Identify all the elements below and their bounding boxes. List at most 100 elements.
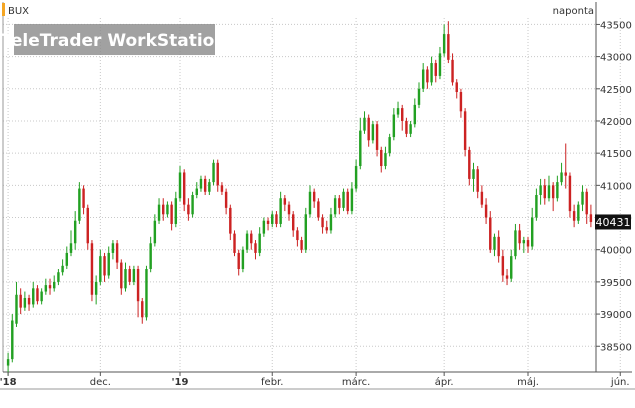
candle-body-59 <box>254 243 257 253</box>
candle-body-61 <box>262 220 266 234</box>
candle-body-130 <box>551 185 555 199</box>
candle-body-65 <box>279 198 282 224</box>
candle-83 <box>354 159 358 192</box>
candle-body-6 <box>32 288 35 305</box>
candle-body-8 <box>40 291 43 302</box>
x-axis: '18 dec. '19 febr. márc. ápr. máj. jún. <box>0 372 630 388</box>
candle-body-111 <box>472 169 475 179</box>
candle-body-29 <box>128 269 131 282</box>
candle-body-137 <box>581 191 584 205</box>
candle-22 <box>99 249 102 286</box>
candle-133 <box>564 143 567 189</box>
candle-body-5 <box>27 297 31 305</box>
candle-body-117 <box>497 236 500 257</box>
candle-46 <box>199 175 203 192</box>
candle-20 <box>90 240 94 302</box>
candle-41 <box>178 166 182 202</box>
candle-118 <box>501 249 505 282</box>
candle-47 <box>203 175 207 195</box>
candle-body-78 <box>333 198 337 215</box>
candle-7 <box>36 285 39 305</box>
candle-body-131 <box>556 182 559 199</box>
candle-body-104 <box>442 34 446 54</box>
candle-body-13 <box>61 265 64 273</box>
candle-body-20 <box>90 243 94 295</box>
candle-27 <box>120 259 123 295</box>
candle-body-64 <box>275 214 278 224</box>
candle-80 <box>342 188 345 212</box>
candle-body-118 <box>501 256 505 276</box>
y-tick-label-2: 39500 <box>600 278 632 289</box>
candle-body-26 <box>115 243 119 263</box>
candle-89 <box>380 146 383 173</box>
candle-body-128 <box>543 185 546 199</box>
candle-body-121 <box>514 230 517 257</box>
y-tick-label-0: 38500 <box>600 342 632 353</box>
x-tick-label-4: márc. <box>342 376 370 388</box>
candle-body-122 <box>518 230 521 244</box>
y-tick-label-1: 39000 <box>600 310 632 321</box>
candle-40 <box>174 191 178 228</box>
candle-body-138 <box>585 191 588 215</box>
candle-98 <box>417 82 421 109</box>
candle-body-2 <box>15 294 18 324</box>
candle-body-0 <box>6 359 10 366</box>
candle-66 <box>283 195 287 212</box>
candle-18 <box>82 185 85 215</box>
candle-body-48 <box>208 182 211 192</box>
candle-body-70 <box>300 240 303 250</box>
candle-19 <box>86 204 89 250</box>
candle-137 <box>581 185 584 212</box>
candle-17 <box>78 182 81 224</box>
candle-body-71 <box>304 214 308 250</box>
candle-body-21 <box>94 281 98 295</box>
candle-60 <box>258 227 261 257</box>
candle-body-124 <box>526 240 530 247</box>
candle-56 <box>241 246 245 273</box>
candle-78 <box>333 195 337 218</box>
candle-body-43 <box>187 204 190 215</box>
candle-body-102 <box>434 63 437 76</box>
candle-51 <box>220 182 224 195</box>
candle-76 <box>325 220 328 234</box>
candle-body-88 <box>375 124 379 150</box>
candle-57 <box>245 230 249 253</box>
candle-body-92 <box>392 114 396 138</box>
candle-81 <box>346 188 349 215</box>
candle-body-114 <box>484 204 488 218</box>
candle-body-95 <box>405 120 408 134</box>
candle-15 <box>69 230 73 257</box>
candle-10 <box>48 278 52 295</box>
candle-85 <box>363 111 366 134</box>
candle-8 <box>40 288 43 305</box>
candle-body-38 <box>166 204 169 215</box>
candle-100 <box>426 66 429 89</box>
candle-body-93 <box>396 108 400 115</box>
candle-139 <box>589 204 593 228</box>
candle-body-89 <box>380 149 383 167</box>
candle-97 <box>413 98 417 128</box>
candle-58 <box>250 230 253 250</box>
candle-131 <box>556 175 559 202</box>
candle-body-60 <box>258 233 261 253</box>
candle-body-91 <box>388 137 391 154</box>
candle-body-49 <box>212 162 215 183</box>
candle-body-75 <box>321 217 324 228</box>
candle-55 <box>237 249 240 276</box>
candle-36 <box>157 198 161 224</box>
candle-71 <box>304 207 308 253</box>
candle-62 <box>266 217 270 231</box>
candle-43 <box>187 198 190 221</box>
candle-59 <box>254 240 257 260</box>
candle-body-87 <box>371 124 375 141</box>
candle-119 <box>505 269 509 286</box>
candle-116 <box>493 233 496 257</box>
candle-107 <box>455 79 458 99</box>
candle-body-134 <box>568 175 572 212</box>
watermark: TeleTrader WorkStation <box>2 24 226 55</box>
candle-45 <box>195 182 198 199</box>
last-value-text: 40431 <box>596 216 631 229</box>
candle-body-135 <box>572 211 576 221</box>
candle-42 <box>182 169 186 212</box>
candle-73 <box>312 188 316 208</box>
